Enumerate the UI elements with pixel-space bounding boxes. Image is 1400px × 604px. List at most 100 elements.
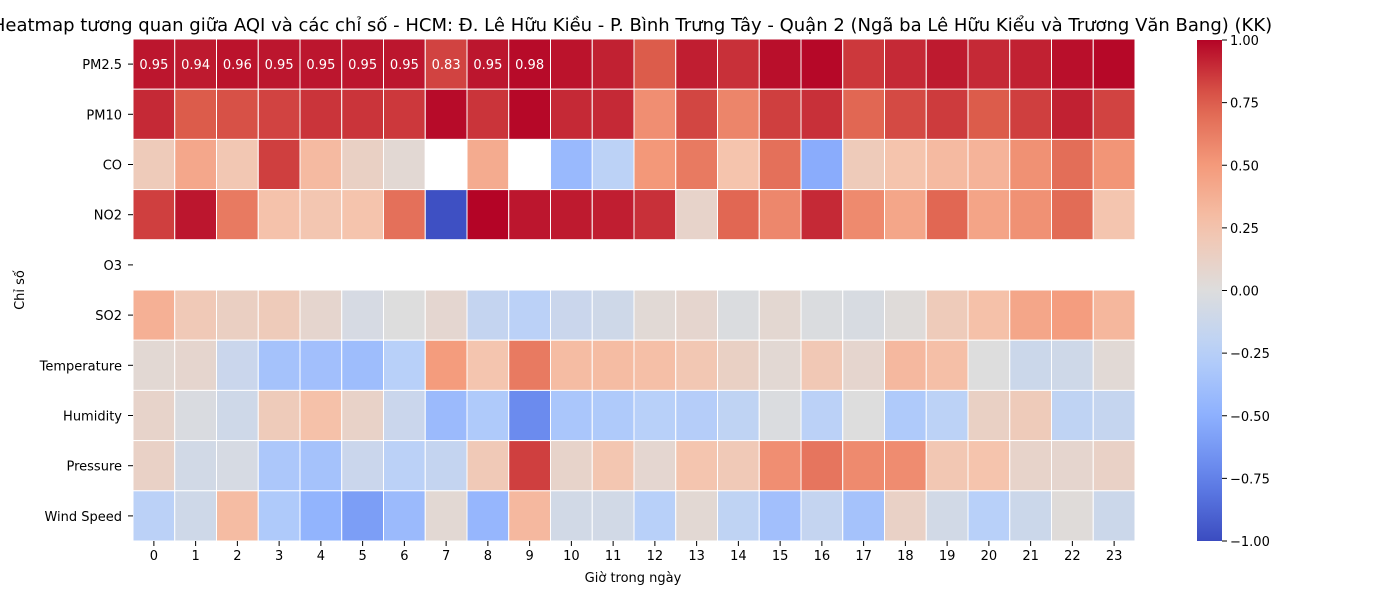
heatmap-cell bbox=[758, 239, 802, 291]
heatmap-cell bbox=[717, 289, 760, 341]
y-tick-label: Humidity bbox=[63, 410, 122, 425]
heatmap-cell bbox=[1092, 389, 1136, 442]
heatmap-cell bbox=[132, 189, 176, 241]
heatmap-cell bbox=[132, 490, 176, 542]
heatmap-cell bbox=[174, 138, 217, 191]
heatmap-cell bbox=[174, 189, 217, 241]
heatmap-cell bbox=[466, 440, 510, 492]
heatmap-cell bbox=[925, 490, 969, 542]
x-tick-label: 5 bbox=[358, 549, 366, 564]
heatmap-cell bbox=[508, 440, 551, 492]
heatmap-cell bbox=[842, 289, 885, 341]
heatmap-cell bbox=[299, 189, 343, 241]
y-axis: PM2.5 PM10 CO NO2 O3 SO2 Temperature Humidity Pr… bbox=[39, 58, 133, 525]
heatmap-cell bbox=[842, 440, 885, 492]
heatmap-cell bbox=[466, 490, 510, 542]
heatmap-cell bbox=[424, 239, 468, 291]
heatmap-cell bbox=[842, 88, 885, 140]
cell-value-label: 0.95 bbox=[139, 58, 168, 73]
heatmap-cell bbox=[591, 138, 635, 191]
heatmap-cell bbox=[967, 38, 1011, 90]
heatmap-cell bbox=[132, 38, 176, 90]
heatmap-cell bbox=[800, 239, 844, 291]
cell-value-label: 0.95 bbox=[265, 58, 294, 73]
x-tick-label: 14 bbox=[730, 549, 747, 564]
heatmap-cell bbox=[758, 339, 802, 391]
heatmap-cell bbox=[758, 88, 802, 140]
heatmap-cell bbox=[132, 239, 176, 291]
heatmap-cell bbox=[967, 389, 1011, 442]
x-tick-label: 22 bbox=[1064, 549, 1081, 564]
heatmap-cell bbox=[925, 289, 969, 341]
heatmap-cell bbox=[1051, 138, 1094, 191]
x-tick-label: 9 bbox=[525, 549, 533, 564]
x-tick-label: 8 bbox=[484, 549, 492, 564]
heatmap-cell bbox=[424, 189, 468, 241]
heatmap-cell bbox=[424, 490, 468, 542]
heatmap-cell bbox=[717, 189, 760, 241]
heatmap-cell bbox=[1009, 189, 1052, 241]
heatmap-cell bbox=[633, 289, 677, 341]
heatmap-cell bbox=[675, 490, 718, 542]
heatmap-cell bbox=[257, 189, 301, 241]
heatmap-cell bbox=[884, 239, 927, 291]
x-tick-label: 7 bbox=[442, 549, 450, 564]
heatmap-cell bbox=[299, 490, 343, 542]
heatmap-cell bbox=[967, 239, 1011, 291]
colorbar-tick-label: −1.00 bbox=[1230, 535, 1270, 550]
heatmap-cell bbox=[800, 189, 844, 241]
heatmap-cell bbox=[800, 440, 844, 492]
y-tick-label: O3 bbox=[103, 259, 122, 274]
heatmap-cell bbox=[424, 38, 468, 90]
heatmap-cell bbox=[717, 88, 760, 140]
heatmap-cell bbox=[550, 490, 593, 542]
heatmap-cell bbox=[758, 189, 802, 241]
heatmap-cell bbox=[758, 138, 802, 191]
heatmap-cell bbox=[299, 339, 343, 391]
heatmap-cell bbox=[800, 88, 844, 140]
heatmap-cell bbox=[1009, 239, 1052, 291]
heatmap-cell bbox=[800, 289, 844, 341]
colorbar-tick-label: 0.25 bbox=[1230, 222, 1259, 237]
colorbar-tick-label: 0.50 bbox=[1230, 159, 1259, 174]
heatmap-cell bbox=[341, 339, 384, 391]
heatmap-cell bbox=[675, 138, 718, 191]
x-tick-label: 20 bbox=[981, 549, 998, 564]
x-tick-label: 18 bbox=[897, 549, 914, 564]
heatmap-cell bbox=[257, 440, 301, 492]
heatmap-cell bbox=[633, 88, 677, 140]
heatmap-cell bbox=[466, 88, 510, 140]
heatmap-cell bbox=[383, 239, 426, 291]
heatmap-cell bbox=[550, 289, 593, 341]
heatmap-cell bbox=[758, 490, 802, 542]
heatmap-cell bbox=[800, 38, 844, 90]
heatmap-cell bbox=[216, 490, 259, 542]
heatmap-cell bbox=[800, 389, 844, 442]
heatmap-cell bbox=[299, 389, 343, 442]
heatmap-cell bbox=[884, 88, 927, 140]
heatmap-cell bbox=[257, 339, 301, 391]
heatmap-cell bbox=[675, 189, 718, 241]
colorbar-tick-label: −0.50 bbox=[1230, 410, 1270, 425]
heatmap-cell bbox=[216, 239, 259, 291]
heatmap-cell bbox=[216, 289, 259, 341]
heatmap-cell bbox=[257, 289, 301, 341]
heatmap-cell bbox=[466, 138, 510, 191]
x-tick-label: 2 bbox=[233, 549, 241, 564]
heatmap-cell bbox=[758, 389, 802, 442]
heatmap-cell bbox=[508, 38, 551, 90]
heatmap-cell bbox=[1051, 490, 1094, 542]
heatmap-cell bbox=[257, 389, 301, 442]
heatmap-cell bbox=[967, 490, 1011, 542]
heatmap-cell bbox=[758, 440, 802, 492]
heatmap-cell bbox=[466, 239, 510, 291]
heatmap-cell bbox=[424, 339, 468, 391]
heatmap-cell bbox=[925, 239, 969, 291]
x-tick-label: 1 bbox=[191, 549, 199, 564]
heatmap-cell bbox=[1092, 38, 1136, 90]
y-tick-label: NO2 bbox=[94, 209, 122, 224]
heatmap-cell bbox=[1092, 490, 1136, 542]
x-tick-label: 16 bbox=[814, 549, 831, 564]
heatmap-cell bbox=[216, 189, 259, 241]
